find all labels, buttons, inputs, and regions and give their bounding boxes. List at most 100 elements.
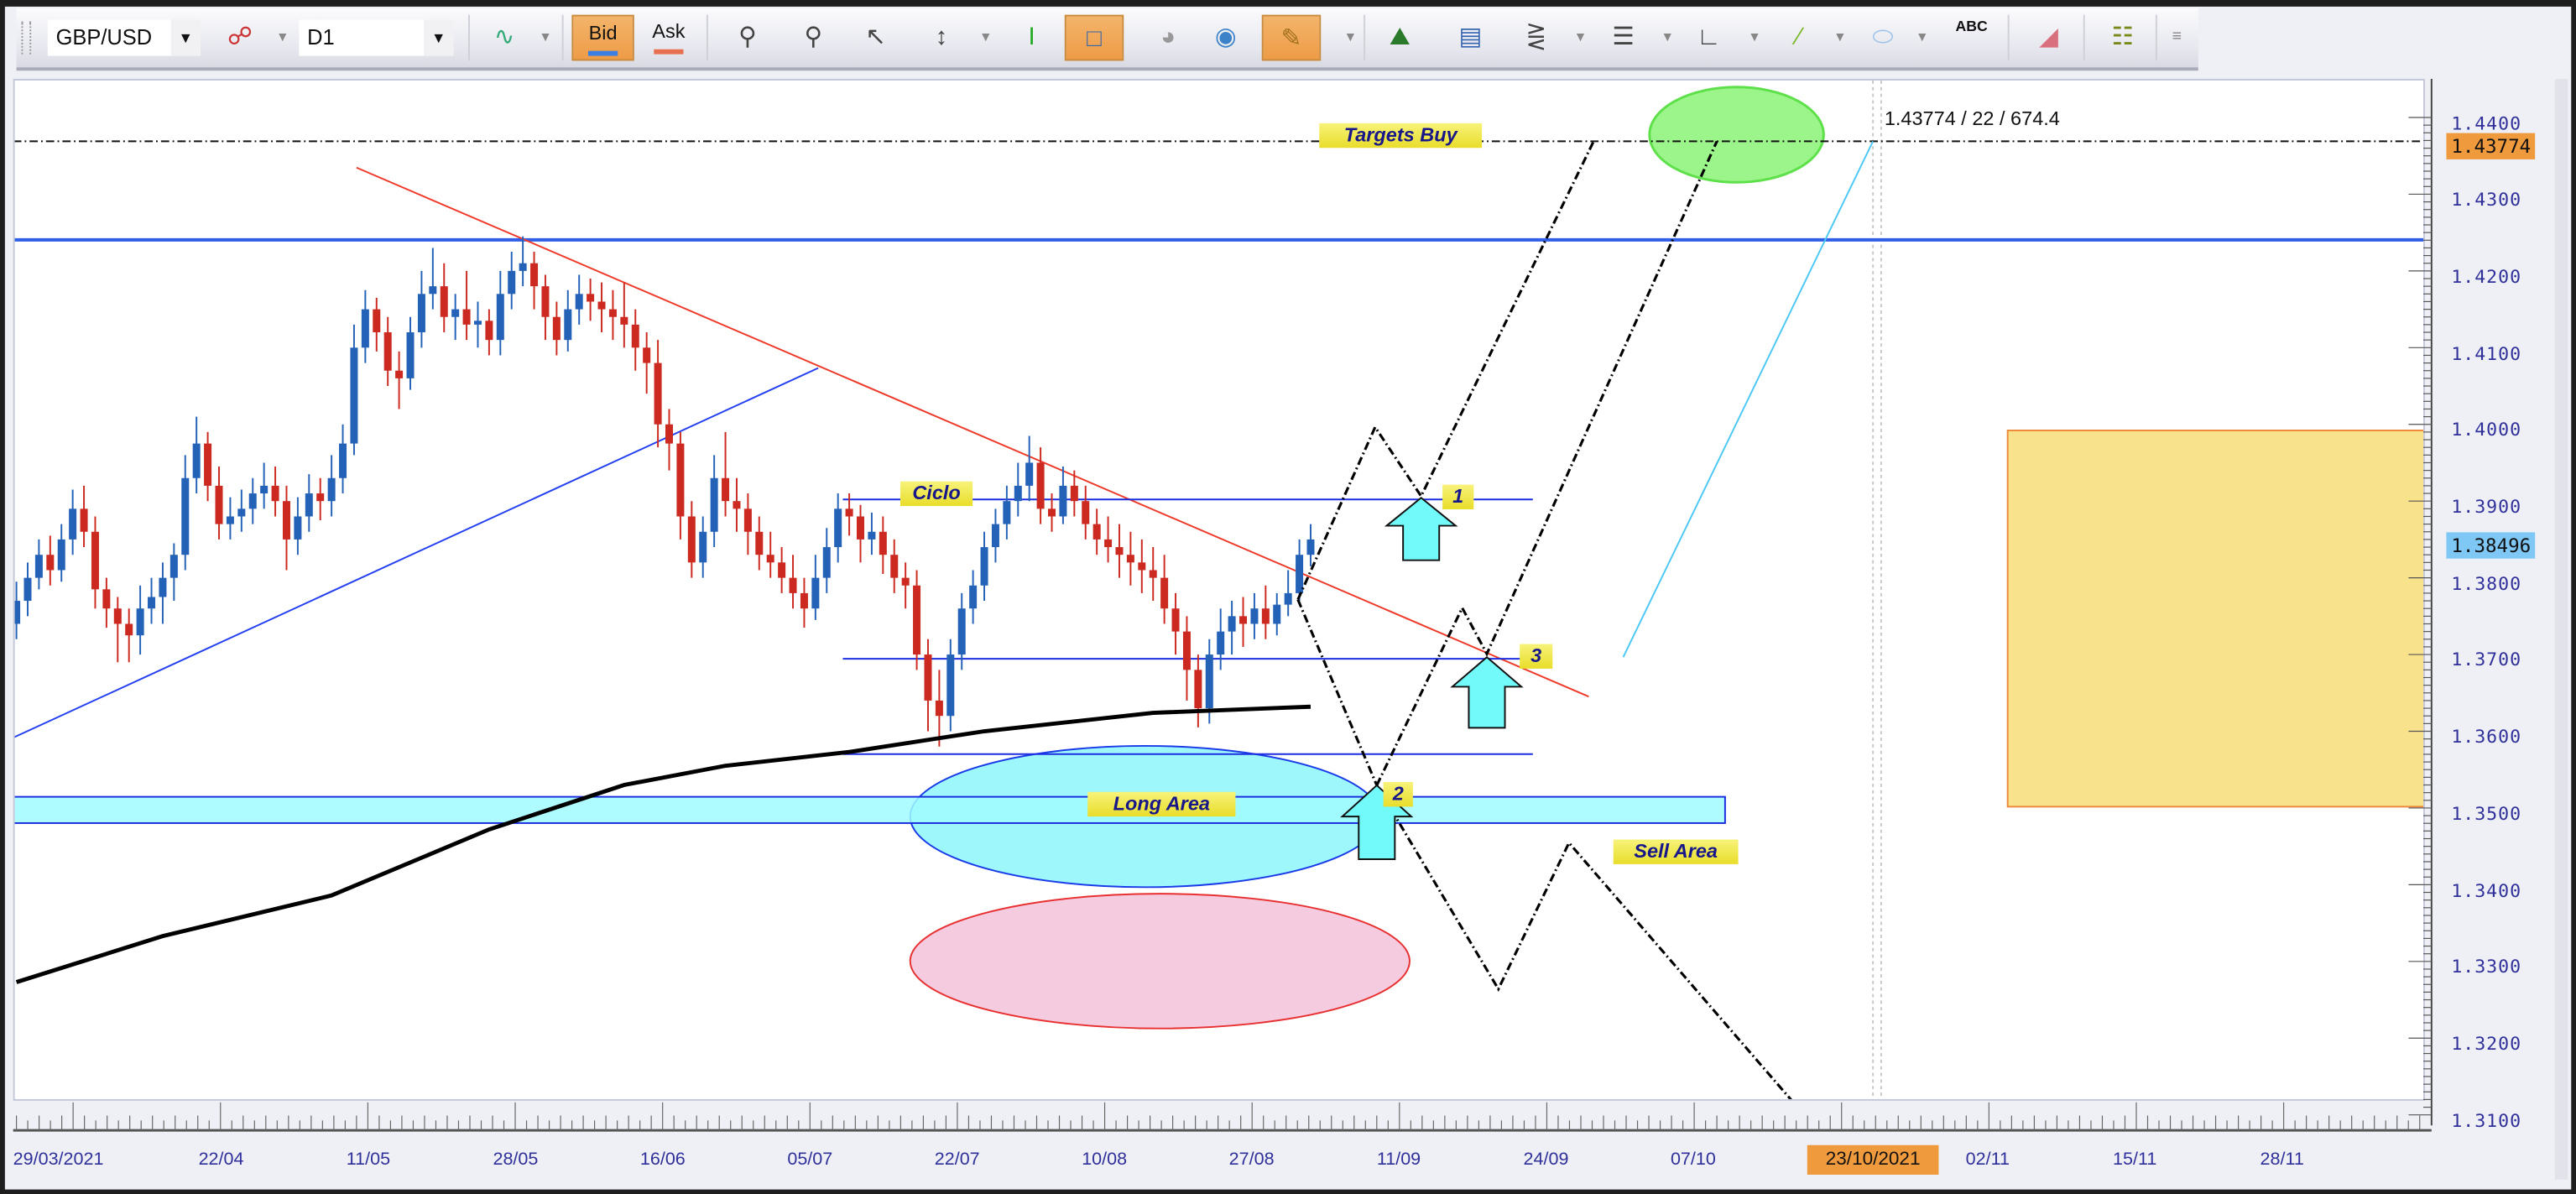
label-targets-buy[interactable]: Targets Buy bbox=[1319, 123, 1483, 149]
candle[interactable] bbox=[676, 431, 685, 540]
candle[interactable] bbox=[1273, 592, 1281, 636]
cyan-projection-line[interactable] bbox=[1622, 140, 1875, 658]
candle[interactable] bbox=[215, 467, 223, 540]
candle[interactable] bbox=[181, 455, 190, 571]
candle[interactable] bbox=[822, 528, 831, 593]
candle[interactable] bbox=[305, 474, 313, 532]
ruler-icon[interactable]: ✎ bbox=[1261, 14, 1322, 61]
line-tool-icon[interactable]: ∕ bbox=[1796, 23, 1802, 51]
candle[interactable] bbox=[1239, 597, 1248, 647]
candle[interactable] bbox=[361, 289, 369, 363]
chevron-down-icon[interactable]: ▼ bbox=[1573, 29, 1588, 44]
candle[interactable] bbox=[845, 493, 853, 536]
candle[interactable] bbox=[1104, 516, 1113, 563]
candle[interactable] bbox=[620, 282, 628, 348]
candle[interactable] bbox=[665, 409, 673, 471]
toolbar-grip[interactable] bbox=[21, 21, 32, 55]
candle[interactable] bbox=[924, 639, 932, 732]
symbol-select[interactable]: GBP/USD ▼ bbox=[47, 19, 201, 56]
candle[interactable] bbox=[856, 504, 865, 563]
zoom-range-icon[interactable]: ↕ bbox=[935, 23, 948, 51]
candle[interactable] bbox=[69, 489, 77, 555]
candle[interactable] bbox=[508, 252, 516, 310]
chevron-down-icon[interactable]: ▼ bbox=[424, 19, 454, 56]
up-arrow-icon[interactable] bbox=[1450, 655, 1524, 729]
candle[interactable] bbox=[91, 516, 99, 609]
candle[interactable] bbox=[57, 524, 65, 582]
candle[interactable] bbox=[530, 252, 539, 310]
candle[interactable] bbox=[1070, 470, 1078, 517]
candle[interactable] bbox=[766, 531, 774, 578]
candle[interactable] bbox=[34, 539, 43, 590]
candle[interactable] bbox=[373, 297, 381, 352]
candle[interactable] bbox=[159, 562, 167, 624]
candle[interactable] bbox=[1228, 601, 1236, 655]
candle[interactable] bbox=[226, 497, 234, 540]
indicators-icon[interactable]: ☍ bbox=[227, 23, 253, 51]
descending-trendline[interactable] bbox=[356, 166, 1589, 698]
eraser-icon[interactable]: ◢ bbox=[2039, 23, 2058, 51]
pitchfork-icon[interactable]: ⋛ bbox=[1525, 23, 1547, 51]
bid-button[interactable]: Bid bbox=[571, 14, 634, 61]
candle[interactable] bbox=[395, 351, 404, 409]
chevron-down-icon[interactable]: ▼ bbox=[275, 29, 289, 44]
candle[interactable] bbox=[1149, 547, 1157, 602]
cursor-icon[interactable]: ↖ bbox=[865, 23, 886, 51]
candle[interactable] bbox=[778, 547, 786, 593]
long-area-band[interactable] bbox=[13, 795, 1726, 824]
candle[interactable] bbox=[643, 332, 651, 394]
ask-button[interactable]: Ask bbox=[643, 15, 696, 61]
candle[interactable] bbox=[1003, 485, 1011, 540]
candle[interactable] bbox=[204, 431, 212, 502]
candle[interactable] bbox=[271, 467, 279, 517]
candle[interactable] bbox=[1284, 570, 1292, 617]
up-arrow-icon[interactable] bbox=[1384, 497, 1458, 561]
candle[interactable] bbox=[811, 555, 820, 620]
candle[interactable] bbox=[631, 309, 639, 371]
candle[interactable] bbox=[113, 597, 122, 663]
chevron-down-icon[interactable]: ▼ bbox=[539, 29, 552, 44]
candle[interactable] bbox=[237, 489, 246, 532]
candle[interactable] bbox=[383, 316, 392, 387]
candle[interactable] bbox=[339, 424, 347, 494]
candle[interactable] bbox=[541, 274, 550, 341]
candle[interactable] bbox=[1036, 447, 1045, 524]
label-point-1[interactable]: 1 bbox=[1442, 484, 1474, 509]
compare-icon[interactable]: ◕ bbox=[1160, 23, 1176, 51]
candle[interactable] bbox=[699, 516, 707, 578]
chevron-down-icon[interactable]: ▼ bbox=[978, 29, 993, 44]
candle[interactable] bbox=[192, 416, 201, 494]
gann-fan-icon[interactable]: ∟ bbox=[1696, 23, 1721, 51]
zoom-out-icon[interactable]: ⚲ bbox=[804, 23, 822, 51]
candle[interactable] bbox=[260, 462, 269, 509]
candle[interactable] bbox=[316, 477, 325, 521]
candle[interactable] bbox=[890, 539, 899, 593]
pink-ellipse[interactable] bbox=[909, 893, 1411, 1030]
candle[interactable] bbox=[282, 485, 290, 571]
candle[interactable] bbox=[722, 431, 730, 517]
ellipse-tool-icon[interactable]: ⬭ bbox=[1872, 23, 1894, 51]
candle[interactable] bbox=[935, 670, 943, 747]
candle[interactable] bbox=[327, 455, 336, 517]
candle[interactable] bbox=[743, 493, 752, 555]
candle[interactable] bbox=[1115, 524, 1124, 578]
candle[interactable] bbox=[80, 485, 88, 548]
label-point-3[interactable]: 3 bbox=[1520, 644, 1553, 669]
projection-path-1[interactable] bbox=[1296, 140, 1595, 601]
chevron-down-icon[interactable]: ▼ bbox=[1916, 29, 1929, 44]
candle[interactable] bbox=[1082, 485, 1090, 540]
template-icon[interactable]: ▤ bbox=[1458, 23, 1483, 51]
candle[interactable] bbox=[23, 562, 32, 617]
candle[interactable] bbox=[429, 248, 437, 310]
sell-zone-rectangle[interactable] bbox=[2006, 430, 2425, 808]
candle[interactable] bbox=[755, 516, 764, 571]
candle[interactable] bbox=[248, 477, 257, 524]
candle[interactable] bbox=[125, 608, 133, 663]
chevron-down-icon[interactable]: ▼ bbox=[1661, 29, 1675, 44]
candle[interactable] bbox=[519, 236, 527, 287]
label-sell-area[interactable]: Sell Area bbox=[1613, 839, 1739, 864]
candle[interactable] bbox=[1261, 585, 1270, 639]
candle[interactable] bbox=[687, 501, 696, 578]
candle[interactable] bbox=[406, 316, 415, 390]
chevron-down-icon[interactable]: ▼ bbox=[1833, 29, 1847, 44]
